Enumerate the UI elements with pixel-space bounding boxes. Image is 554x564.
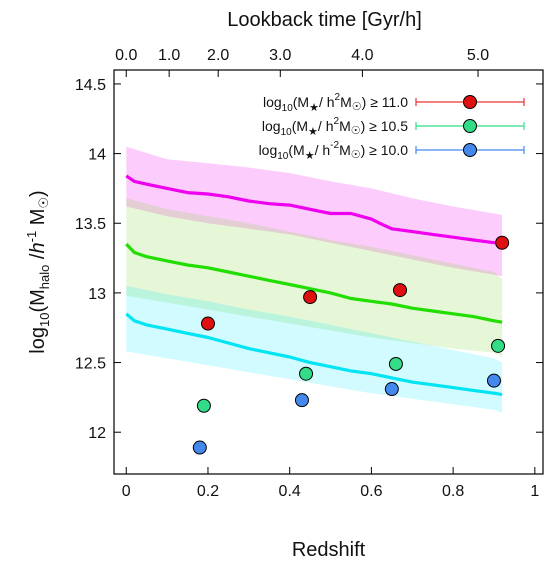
y-title-msun: M [27, 209, 49, 231]
legend-label-0-part-2: (M [293, 94, 309, 110]
x-tick-label-4: 0.8 [442, 483, 464, 500]
data-point-0-2 [393, 283, 407, 298]
legend-label-2-part-3: ★ [305, 150, 315, 162]
legend-label-1-part-9: ≥ 10.5 [365, 118, 408, 134]
top-axis-title: Lookback time [Gyr/h] [227, 9, 422, 31]
legend-label-2-part-8: ) [361, 142, 366, 158]
legend-label-2-part-1: 10 [277, 151, 289, 162]
series-lines [125, 174, 503, 397]
top-tick-label-4: 4.0 [351, 47, 373, 64]
top-tick-label-1: 1.0 [158, 47, 180, 64]
legend-label-0-part-7: ☉ [352, 101, 362, 113]
y-title-subhalo: halo [37, 265, 52, 290]
axis-ticks: 0 0.2 0.4 0.6 0.8 1 12 12.5 13 13.5 14 14.5 0.0 1.0 2.… [75, 47, 543, 500]
y-tick-label-3: 13.5 [75, 216, 106, 233]
legend-label-0-part-8: ) [362, 94, 367, 110]
legend-label-1-part-2: (M [292, 118, 308, 134]
y-axis-title: log10(Mhalo /h-1 M☉) [24, 190, 52, 353]
x-tick-label-2: 0.4 [279, 483, 301, 500]
legend-marker-1 [463, 119, 477, 133]
x-tick-label-1: 0.2 [197, 483, 219, 500]
plot-frame [113, 69, 544, 475]
y-tick-label-4: 14 [88, 147, 106, 164]
legend-marker-0 [463, 95, 477, 109]
legend-label-0: log10(M★/ h2M☉) ≥ 11.0 [263, 92, 408, 114]
data-point-0-1 [303, 290, 318, 305]
legend-label-0-part-9: ≥ 11.0 [366, 94, 408, 110]
legend-label-2-part-7: ☉ [351, 149, 361, 161]
x-tick-label-3: 0.6 [360, 483, 382, 500]
y-tick-label-2: 13 [88, 286, 106, 303]
top-tick-label-5: 5.0 [467, 47, 489, 64]
legend-label-1: log10(M★/ h2M☉) ≥ 10.5 [262, 116, 408, 138]
data-point-2-2 [384, 382, 399, 397]
data-point-2-1 [294, 393, 309, 408]
y-title-log: log [27, 327, 49, 354]
y-tick-label-1: 12.5 [75, 356, 106, 373]
x-tick-label-5: 1 [530, 483, 539, 500]
series-line-1 [125, 242, 503, 324]
confidence-bands [126, 146, 503, 413]
y-title-sup: -1 [24, 231, 39, 243]
y-title-mhalo: (M [27, 289, 49, 312]
legend-label-1-part-7: ☉ [351, 125, 361, 137]
legend-label-1-part-0: log [262, 118, 281, 134]
legend-label-1-part-1: 10 [281, 127, 293, 138]
band-1 [126, 198, 503, 357]
x-axis-title: Redshift [292, 539, 366, 561]
y-title-sub10: 10 [37, 313, 52, 327]
data-points [192, 235, 510, 455]
top-tick-label-2: 2.0 [207, 47, 229, 64]
data-point-0-3 [495, 235, 510, 250]
data-point-2-3 [486, 373, 501, 388]
legend-label-2-part-4: / h [315, 142, 331, 158]
legend-label-1-part-3: ★ [308, 126, 318, 138]
legend-label-0-part-5: 2 [335, 92, 341, 103]
legend-label-2-part-0: log [259, 142, 278, 158]
legend-label-2-part-9: ≥ 10.0 [365, 142, 408, 158]
legend-label-1-part-6: M [339, 118, 351, 134]
legend-label-0-part-4: / h [319, 94, 335, 110]
x-tick-label-0: 0 [122, 483, 131, 500]
data-point-1-1 [299, 366, 314, 381]
legend-label-0-part-3: ★ [309, 102, 319, 114]
y-title-sun: ☉ [36, 197, 51, 209]
y-title-h: h [27, 242, 49, 253]
data-point-2-0 [192, 440, 207, 455]
data-point-1-2 [388, 356, 403, 371]
legend-label-0-part-0: log [263, 94, 282, 110]
legend-label-2-part-6: M [339, 142, 351, 158]
legend-label-0-part-1: 10 [282, 103, 294, 114]
legend-label-1-part-5: 2 [334, 116, 340, 127]
legend-label-2: log10(M★/ h-2M☉) ≥ 10.0 [259, 140, 409, 162]
top-tick-label-3: 3.0 [269, 47, 291, 64]
top-tick-label-0: 0.0 [115, 47, 137, 64]
legend-label-1-part-4: / h [318, 118, 334, 134]
legend-label-1-part-8: ) [361, 118, 366, 134]
data-point-1-3 [491, 338, 506, 353]
series-line-2 [125, 312, 503, 397]
data-point-1-0 [196, 398, 211, 413]
legend-label-2-part-5: -2 [330, 140, 339, 151]
data-point-0-0 [200, 316, 215, 331]
legend-label-0-part-6: M [340, 94, 352, 110]
y-title-slash: / [27, 253, 49, 265]
legend-label-2-part-2: (M [288, 142, 304, 158]
y-tick-label-5: 14.5 [75, 77, 106, 94]
y-title-close: ) [27, 190, 49, 197]
series-line-0 [125, 174, 503, 245]
legend-marker-2 [463, 143, 477, 157]
y-tick-label-0: 12 [88, 425, 106, 442]
